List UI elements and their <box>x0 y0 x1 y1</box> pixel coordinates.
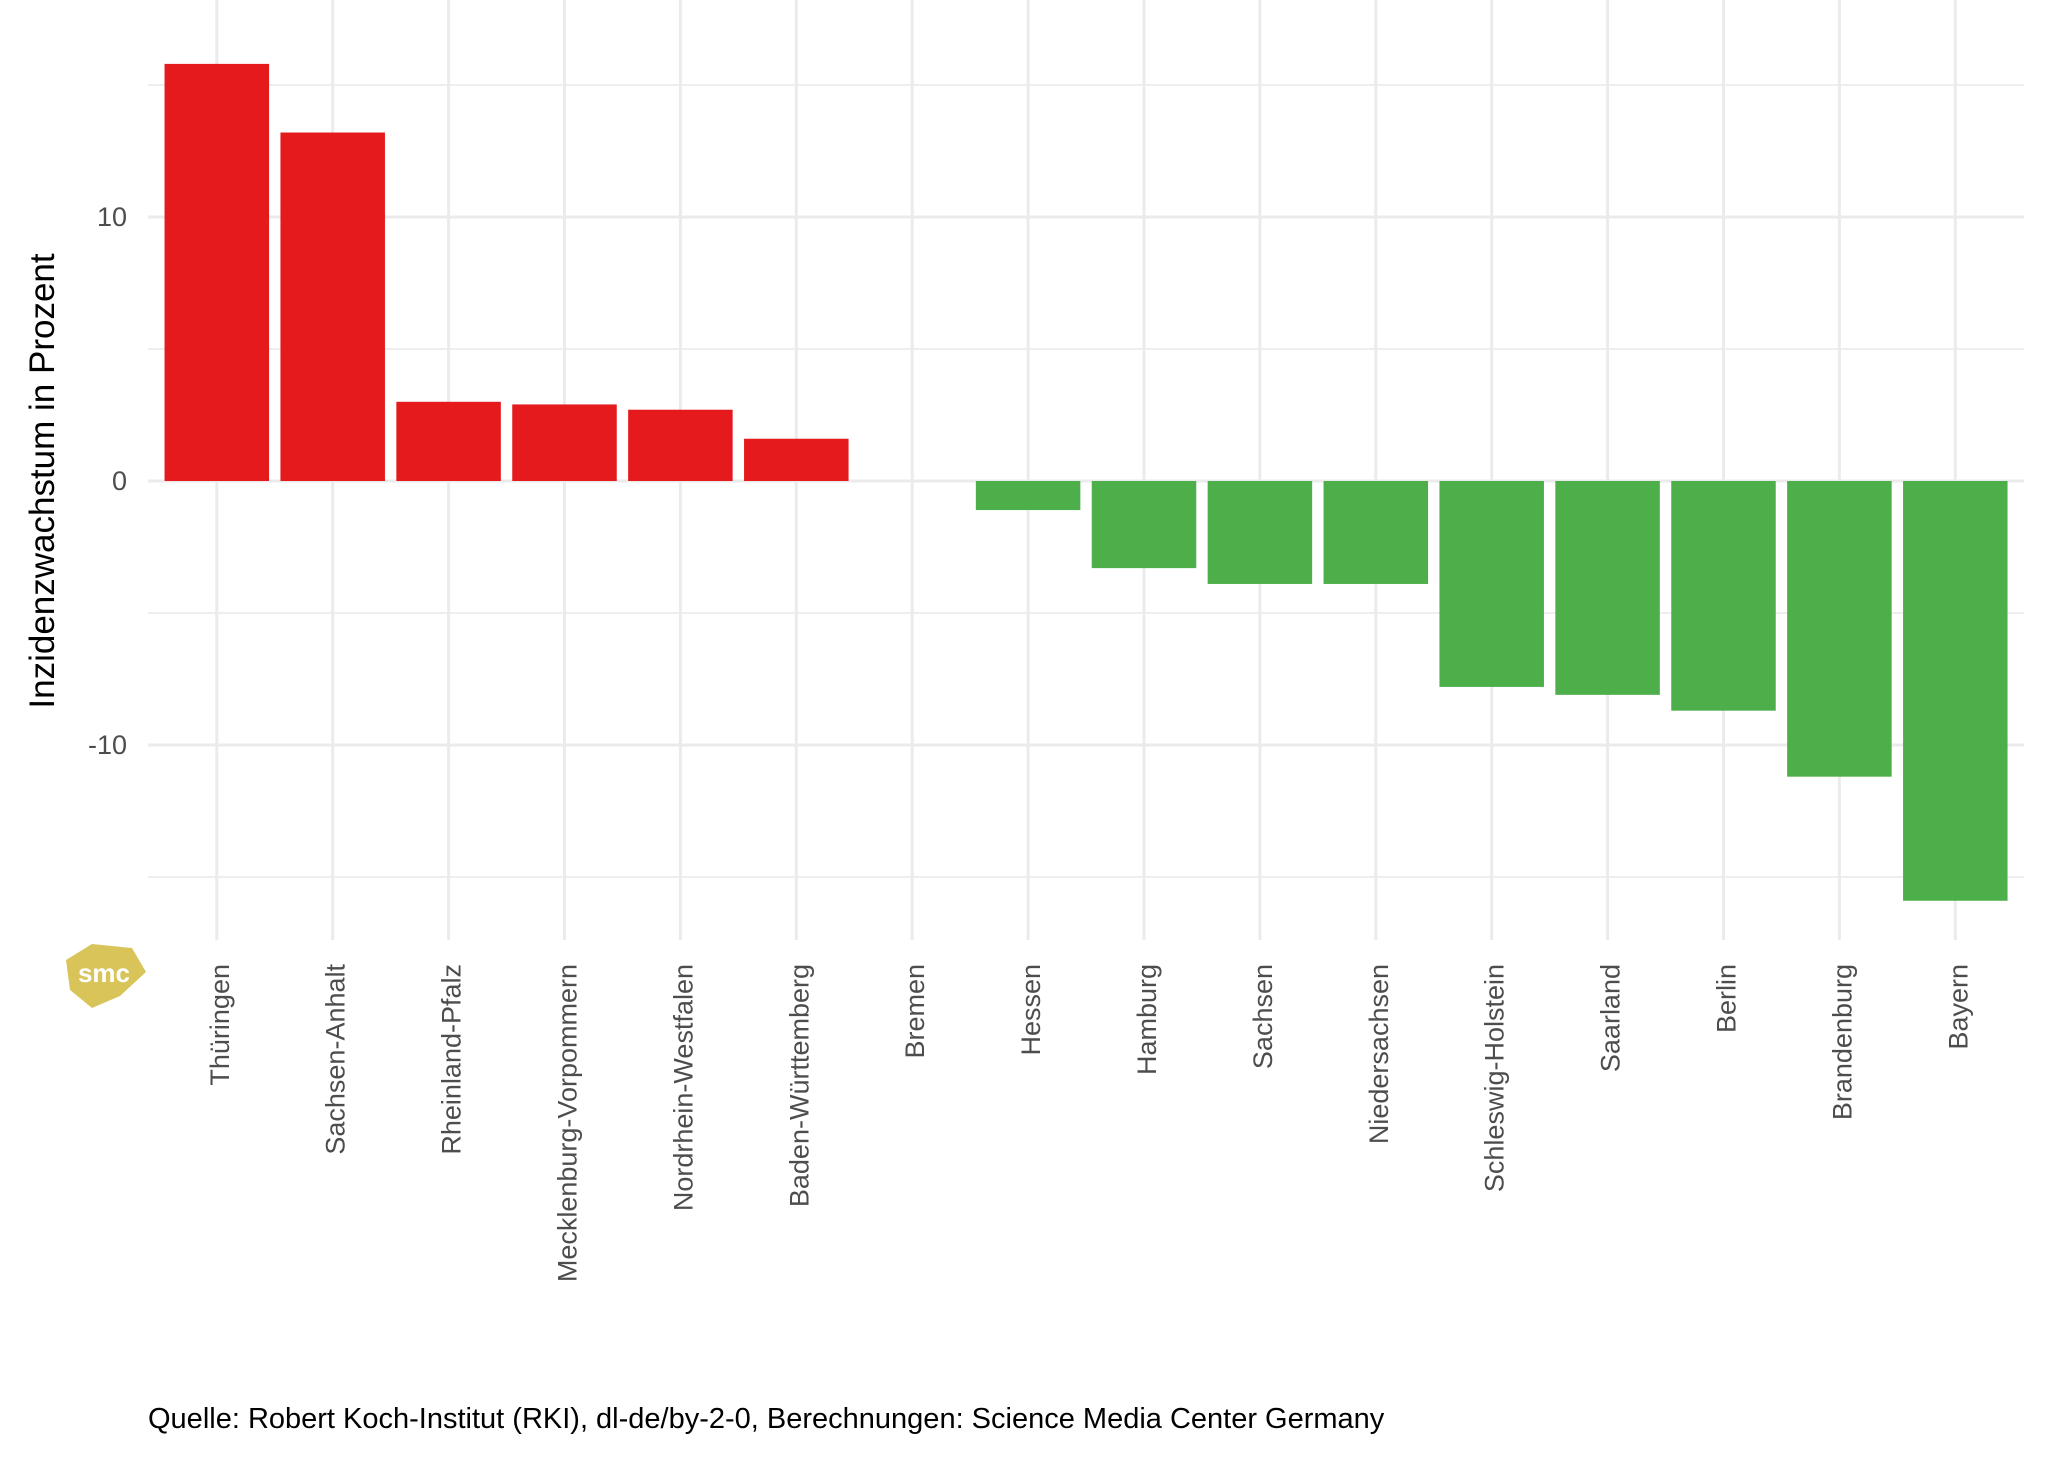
x-axis-ticks: Thüringen Sachsen-Anhalt Rheinland-Pfalz Me… <box>205 964 1974 1283</box>
bar-brandenburg <box>1787 481 1892 777</box>
x-tick-label: Sachsen-Anhalt <box>321 964 351 1155</box>
x-tick-label: Niedersachsen <box>1364 964 1394 1144</box>
x-tick-label: Bayern <box>1943 964 1973 1050</box>
x-tick-label: Hamburg <box>1132 964 1162 1075</box>
bar-baden-w-rttemberg <box>744 438 849 481</box>
bar-berlin <box>1671 481 1776 711</box>
x-tick-label: Thüringen <box>205 964 235 1086</box>
x-tick-label: Sachsen <box>1248 964 1278 1069</box>
svg-text:smc: smc <box>78 958 130 988</box>
bar-niedersachsen <box>1323 481 1429 584</box>
bar-rheinland-pfalz <box>396 401 501 481</box>
x-tick-label: Nordrhein-Westfalen <box>668 964 698 1211</box>
bar-sachsen <box>1207 481 1313 584</box>
y-axis-ticks: -10 0 10 <box>88 202 127 760</box>
bar-th-ringen <box>164 63 270 481</box>
bar-bayern <box>1903 481 2008 901</box>
bar-sachsen-anhalt <box>280 132 385 481</box>
x-tick-label: Bremen <box>900 964 930 1059</box>
x-tick-label: Rheinland-Pfalz <box>437 964 467 1155</box>
y-tick-label: 0 <box>112 466 127 496</box>
x-tick-label: Berlin <box>1712 964 1742 1033</box>
bar-hamburg <box>1091 481 1197 569</box>
bar-hessen <box>975 481 1081 511</box>
x-tick-label: Hessen <box>1016 964 1046 1056</box>
y-tick-label: 10 <box>97 202 127 232</box>
caption: Quelle: Robert Koch-Institut (RKI), dl-d… <box>148 1403 1385 1435</box>
x-tick-label: Saarland <box>1596 964 1626 1072</box>
x-tick-label: Baden-Württemberg <box>784 964 814 1207</box>
bar-schleswig-holstein <box>1439 481 1544 687</box>
y-axis-title: Inzidenzwachstum in Prozent <box>23 253 62 708</box>
bars <box>164 63 2008 901</box>
x-tick-label: Mecklenburg-Vorpommern <box>553 964 583 1282</box>
bar-mecklenburg-vorpommern <box>512 404 617 481</box>
y-tick-label: -10 <box>88 730 127 760</box>
bar-nordrhein-westfalen <box>628 409 733 481</box>
x-tick-label: Brandenburg <box>1827 964 1857 1120</box>
x-tick-label: Schleswig-Holstein <box>1480 964 1510 1192</box>
bar-saarland <box>1555 481 1660 695</box>
smc-logo: smc <box>66 944 146 1008</box>
